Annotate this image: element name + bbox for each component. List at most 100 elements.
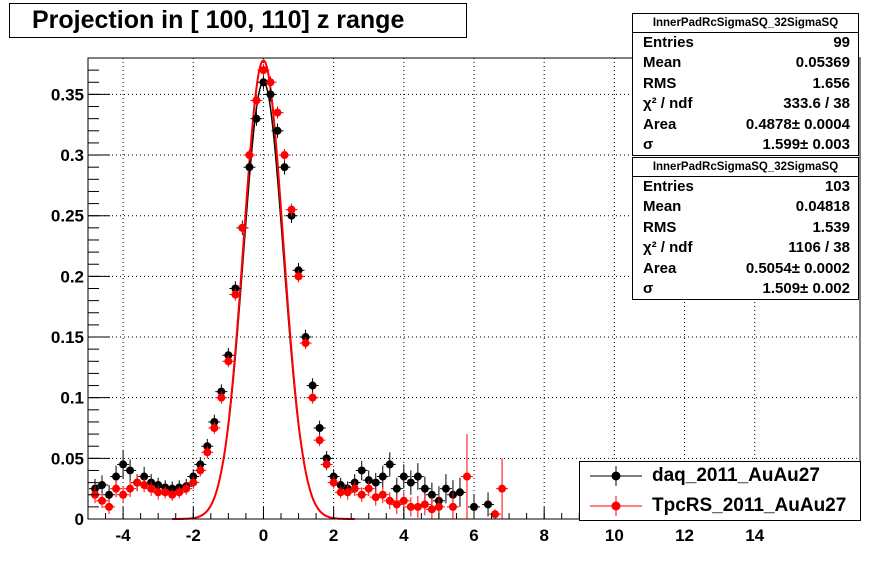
stats-header: InnerPadRcSigmaSQ_32SigmaSQ [633,14,858,33]
data-point [238,223,247,232]
data-point [266,78,275,87]
data-point [399,496,408,505]
data-point [245,163,254,172]
data-point [364,484,373,493]
data-point [126,466,135,475]
data-point [105,490,114,499]
stats-row-area: Area 0.4878± 0.0004 [643,115,850,133]
data-point [392,484,401,493]
data-point [301,339,310,348]
data-point [308,381,317,390]
y-tick-label: 0 [75,510,84,529]
data-point [413,472,422,481]
data-point [273,126,282,135]
data-point [357,490,366,499]
stats-header: InnerPadRcSigmaSQ_32SigmaSQ [633,158,858,177]
data-point [441,484,450,493]
x-tick-label: 8 [539,526,548,545]
legend-entry-tpcrs: TpcRS_2011_AuAu27 [580,492,860,521]
y-tick-label: 0.2 [60,267,84,286]
data-point [252,96,261,105]
data-point [98,481,107,490]
data-point [266,90,275,99]
data-point [434,502,443,511]
data-point [294,272,303,281]
data-point [112,484,121,493]
data-point [491,510,500,519]
data-point [287,205,296,214]
x-tick-label: -4 [116,526,132,545]
stats-row-mean: Mean 0.04818 [643,198,850,216]
stats-row-sigma: σ 1.599± 0.003 [643,135,850,153]
data-point [105,502,114,511]
x-tick-label: 4 [399,526,409,545]
data-point [427,490,436,499]
data-point [119,460,128,469]
data-point [147,484,156,493]
data-point [280,163,289,172]
data-point [484,500,493,509]
y-tick-label: 0.35 [51,85,84,104]
data-point [329,478,338,487]
legend-entry-daq: daq_2011_AuAu27 [580,462,860,491]
data-point [498,484,507,493]
y-tick-label: 0.15 [51,328,84,347]
data-point [406,478,415,487]
data-point [189,478,198,487]
data-point [98,496,107,505]
stats-row-entries: Entries 99 [643,34,850,51]
data-point [280,151,289,160]
stats-row-chi2: χ² / ndf 333.6 / 38 [643,95,850,113]
x-tick-label: -2 [186,526,201,545]
stats-row-sigma: σ 1.509± 0.002 [643,279,850,297]
data-point [420,484,429,493]
series-1 [89,64,509,519]
x-axis: -4 -2 0 2 4 6 8 10 12 14 [87,507,861,545]
data-point [259,66,268,75]
fit-curve-0 [172,81,355,520]
stats-row-chi2: χ² / ndf 1106 / 38 [643,239,850,257]
data-point [392,500,401,509]
y-axis: 0 0.05 0.1 0.15 0.2 0.25 0.3 0.35 [51,57,110,529]
data-point [140,481,149,490]
data-point [273,108,282,117]
data-point [231,290,240,299]
data-point [455,488,464,497]
data-points [89,64,509,519]
data-point [182,484,191,493]
data-point [119,490,128,499]
data-point [350,484,359,493]
legend: daq_2011_AuAu27 TpcRS_2011_AuAu27 [579,461,861,521]
data-point [420,500,429,509]
data-point [126,484,135,493]
data-point [210,424,219,433]
data-point [399,472,408,481]
data-point [112,472,121,481]
data-point [357,466,366,475]
data-point [315,436,324,445]
data-point [175,488,184,497]
y-tick-label: 0.05 [51,449,84,468]
y-tick-label: 0.25 [51,207,84,226]
data-point [385,460,394,469]
legend-label-tpcrs: TpcRS_2011_AuAu27 [652,495,847,516]
data-point [245,151,254,160]
stats-row-rms: RMS 1.539 [643,218,850,236]
x-tick-label: 2 [329,526,338,545]
y-tick-label: 0.3 [60,146,84,165]
stats-box-daq: InnerPadRcSigmaSQ_32SigmaSQ Entries 99 Me… [632,13,859,157]
data-point [378,490,387,499]
legend-marker-daq [590,466,642,486]
x-tick-label: 10 [605,526,624,545]
data-point [336,488,345,497]
data-point [343,488,352,497]
data-point [371,478,380,487]
data-point [140,472,149,481]
data-point [154,488,163,497]
legend-marker-tpcrs [590,496,642,516]
data-point [322,460,331,469]
data-point [406,502,415,511]
x-tick-label: 6 [469,526,478,545]
data-point [252,114,261,123]
data-point [196,466,205,475]
